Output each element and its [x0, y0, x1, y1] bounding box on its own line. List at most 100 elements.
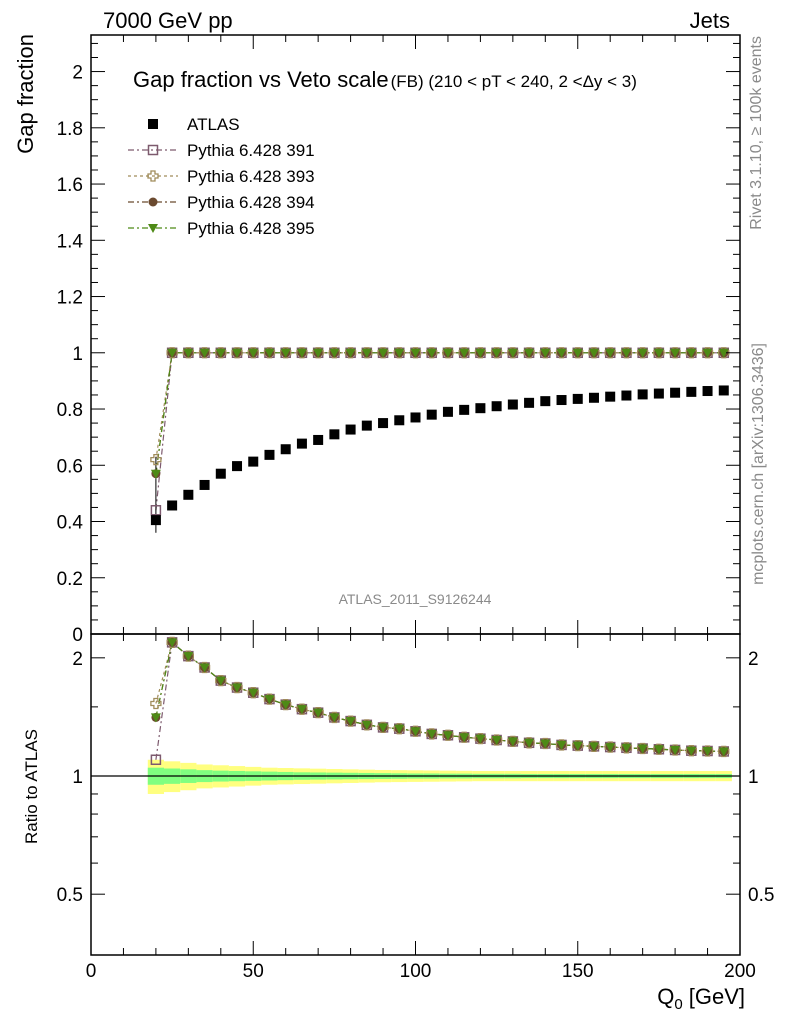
y-tick-label: 2	[72, 63, 83, 84]
ratio-point	[232, 683, 243, 693]
data-point	[378, 348, 389, 358]
y-tick-label: 1	[72, 767, 83, 788]
data-point	[442, 348, 453, 358]
data-point	[199, 479, 210, 490]
main-y-axis: 0 0.2 0.4 0.6 0.8 1 1.2 1.4 1.6 1.8 2	[57, 35, 741, 646]
ratio-point	[313, 708, 324, 718]
data-point	[442, 406, 453, 417]
y-tick-label: 1.8	[57, 119, 83, 140]
data-point	[572, 348, 583, 358]
y-tick-label: 0.4	[57, 513, 84, 534]
data-point	[361, 420, 372, 431]
ratio-point	[475, 734, 486, 744]
y-tick-label-right: 2	[748, 649, 759, 670]
ratio-point	[491, 736, 502, 746]
chart-subtitle: (FB) (210 < pT < 240, 2 <Δy < 3)	[391, 72, 637, 91]
ratio-point	[540, 739, 551, 749]
y-tick-label: 0.8	[57, 400, 83, 421]
x-axis: 0 50 100 150 200	[86, 634, 756, 982]
data-point	[653, 388, 664, 399]
data-point	[637, 389, 648, 400]
data-point	[475, 403, 486, 414]
ratio-point	[183, 652, 194, 662]
ratio-point	[653, 745, 664, 755]
data-point	[556, 348, 567, 358]
ratio-point	[199, 663, 210, 673]
data-point	[378, 418, 389, 429]
rivet-version-label: Rivet 3.1.10, ≥ 100k events	[748, 36, 765, 230]
data-point	[394, 415, 405, 426]
chart-title: Gap fraction vs Veto scale (FB) (210 < pT…	[133, 67, 637, 92]
ratio-point	[150, 697, 162, 710]
ratio-point	[637, 744, 648, 754]
data-point	[621, 390, 632, 401]
ratio-point	[605, 743, 616, 753]
legend-marker	[148, 119, 158, 129]
data-point	[232, 348, 243, 358]
data-point	[167, 500, 178, 511]
data-point	[183, 489, 194, 500]
ratio-line	[155, 641, 724, 752]
data-point	[605, 348, 616, 358]
ratio-point	[686, 746, 697, 756]
data-point	[296, 438, 307, 449]
data-point	[183, 348, 194, 358]
data-point	[150, 515, 161, 526]
x-axis-label-symbol: Q	[657, 984, 674, 1009]
ratio-point	[588, 742, 599, 752]
ratio-point	[150, 754, 162, 766]
data-point	[507, 348, 518, 358]
data-point	[426, 409, 437, 420]
y-tick-label: 0.5	[57, 885, 83, 906]
data-point	[248, 348, 259, 358]
legend-marker	[147, 170, 159, 182]
ratio-point	[459, 733, 470, 743]
ratio-point	[572, 741, 583, 751]
ratio-point	[167, 638, 178, 648]
data-point	[150, 505, 162, 516]
data-point	[524, 348, 535, 358]
ratio-panel: 0.5 0.5 1 1 2 2 0 50 100 150 200 Ratio to ATLAS Q…	[22, 633, 775, 1013]
y-tick-label-right: 1	[748, 767, 759, 788]
data-point	[637, 348, 648, 358]
legend-marker	[147, 144, 159, 156]
y-tick-label: 0.6	[57, 456, 83, 477]
data-point	[215, 468, 226, 479]
ratio-point	[442, 731, 453, 741]
legend: ATLAS Pythia 6.428 391 Pythia 6.428 393 Pyt…	[128, 115, 315, 238]
ratio-point	[329, 713, 340, 723]
data-point	[150, 453, 162, 466]
y-tick-label: 0.2	[57, 569, 83, 590]
data-point	[540, 396, 551, 407]
ratio-frame	[90, 633, 741, 956]
ratio-y-axis: 0.5 0.5 1 1 2 2	[57, 649, 775, 906]
x-axis-label: Q0 [GeV]	[657, 984, 745, 1013]
ratio-point	[718, 747, 729, 757]
data-point	[248, 456, 259, 467]
data-point	[718, 348, 729, 358]
ratio-point	[264, 695, 275, 705]
data-point	[232, 461, 243, 472]
series-line	[155, 352, 724, 511]
ratio-point	[215, 676, 226, 686]
y-tick-label: 0	[72, 625, 83, 646]
data-point	[686, 348, 697, 358]
ratio-point	[361, 720, 372, 730]
main-plot-area	[150, 347, 730, 533]
data-point	[215, 348, 226, 358]
ratio-point	[507, 737, 518, 747]
ratio-point	[426, 729, 437, 739]
data-point	[459, 404, 470, 415]
data-point	[475, 348, 486, 358]
ratio-point	[556, 740, 567, 750]
data-point	[264, 348, 275, 358]
x-tick-label: 200	[724, 961, 756, 982]
data-point	[167, 348, 178, 358]
data-point	[588, 392, 599, 403]
legend-label: Pythia 6.428 391	[187, 141, 315, 160]
data-point	[329, 429, 340, 440]
series-line	[155, 352, 724, 474]
data-point	[491, 401, 502, 412]
ratio-plot-area	[91, 636, 740, 794]
